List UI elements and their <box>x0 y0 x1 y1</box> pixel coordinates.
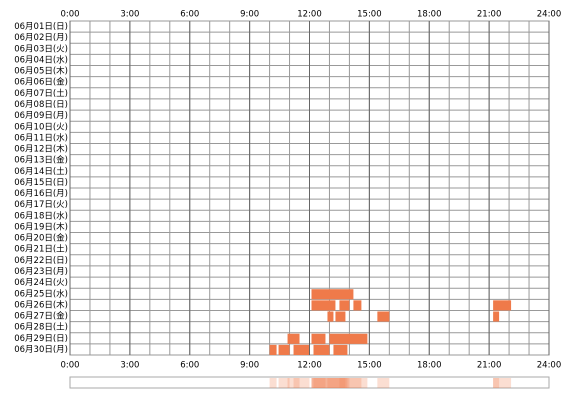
row-label: 06月20日(金) <box>14 233 68 244</box>
activity-bar <box>327 311 334 322</box>
activity-bar <box>493 311 500 322</box>
x-tick-label-top: 3:00 <box>120 10 139 20</box>
summary-mark <box>311 378 326 388</box>
x-tick-label-top: 9:00 <box>240 10 259 20</box>
x-tick-label-top: 0:00 <box>60 10 79 20</box>
row-label: 06月12日(木) <box>14 144 68 155</box>
x-tick-label-top: 6:00 <box>180 10 199 20</box>
x-tick-label-top: 15:00 <box>357 10 382 20</box>
row-label: 06月15日(日) <box>14 178 68 188</box>
row-label: 06月08日(日) <box>14 100 68 110</box>
row-label: 06月25日(水) <box>14 288 68 299</box>
row-label: 06月16日(月) <box>14 189 68 199</box>
summary-mark <box>329 378 368 388</box>
row-label: 06月03日(火) <box>14 44 68 54</box>
row-label: 06月30日(月) <box>14 345 68 355</box>
row-label: 06月17日(火) <box>14 200 68 210</box>
x-tick-label-bottom: 18:00 <box>417 361 442 371</box>
activity-bar <box>493 300 512 311</box>
row-label: 06月06日(金) <box>14 77 68 88</box>
summary-mark <box>493 378 512 388</box>
x-tick-label-top: 18:00 <box>417 10 442 20</box>
x-tick-label-bottom: 3:00 <box>120 361 139 371</box>
x-tick-label-bottom: 12:00 <box>297 361 322 371</box>
activity-bar <box>339 300 350 311</box>
activity-bar <box>311 333 326 344</box>
summary-mark <box>311 378 354 388</box>
activity-bar <box>353 300 362 311</box>
x-tick-label-bottom: 21:00 <box>477 361 502 371</box>
summary-mark <box>327 378 334 388</box>
activity-bar <box>333 344 348 355</box>
row-label: 06月29日(日) <box>14 334 68 344</box>
summary-mark <box>287 378 300 388</box>
row-label: 06月05日(木) <box>14 66 68 77</box>
row-label: 06月04日(水) <box>14 54 68 65</box>
summary-mark <box>311 378 336 388</box>
row-label: 06月01日(日) <box>14 22 68 32</box>
summary-mark <box>353 378 362 388</box>
row-label: 06月28日(土) <box>14 322 68 333</box>
row-label: 06月24日(火) <box>14 278 68 288</box>
row-label: 06月11日(水) <box>14 132 68 143</box>
x-tick-label-bottom: 0:00 <box>60 361 79 371</box>
summary-strip <box>69 376 550 389</box>
row-label: 06月27日(金) <box>14 311 68 322</box>
x-tick-label-bottom: 15:00 <box>357 361 382 371</box>
row-label: 06月21日(土) <box>14 244 68 255</box>
row-label: 06月13日(金) <box>14 155 68 166</box>
activity-bar <box>313 344 330 355</box>
activity-bar <box>311 300 336 311</box>
row-label: 06月10日(火) <box>14 122 68 132</box>
row-label: 06月19日(木) <box>14 221 68 232</box>
activity-bar <box>335 311 346 322</box>
summary-mark <box>335 378 346 388</box>
activity-bar <box>329 333 368 344</box>
x-tick-label-bottom: 6:00 <box>180 361 199 371</box>
row-label: 06月26日(木) <box>14 299 68 310</box>
activity-bar <box>311 289 354 300</box>
row-label: 06月14日(土) <box>14 166 68 177</box>
row-label: 06月07日(土) <box>14 88 68 99</box>
summary-mark <box>333 378 348 388</box>
x-tick-label-bottom: 24:00 <box>537 361 562 371</box>
summary-mark <box>339 378 350 388</box>
activity-bar <box>293 344 310 355</box>
x-tick-label-top: 24:00 <box>537 10 562 20</box>
row-label: 06月18日(水) <box>14 210 68 221</box>
row-label: 06月22日(日) <box>14 256 68 266</box>
x-tick-label-top: 21:00 <box>477 10 502 20</box>
summary-mark <box>493 378 500 388</box>
summary-mark <box>278 378 290 388</box>
activity-bar <box>269 344 277 355</box>
row-label: 06月23日(月) <box>14 267 68 277</box>
summary-mark <box>269 378 277 388</box>
activity-bar <box>278 344 290 355</box>
row-label: 06月02日(月) <box>14 33 68 43</box>
x-tick-label-top: 12:00 <box>297 10 322 20</box>
summary-mark <box>293 378 310 388</box>
x-tick-label-bottom: 9:00 <box>240 361 259 371</box>
summary-mark <box>313 378 330 388</box>
activity-bar <box>287 333 300 344</box>
summary-mark <box>377 378 390 388</box>
row-label: 06月09日(月) <box>14 111 68 121</box>
activity-bar <box>377 311 390 322</box>
